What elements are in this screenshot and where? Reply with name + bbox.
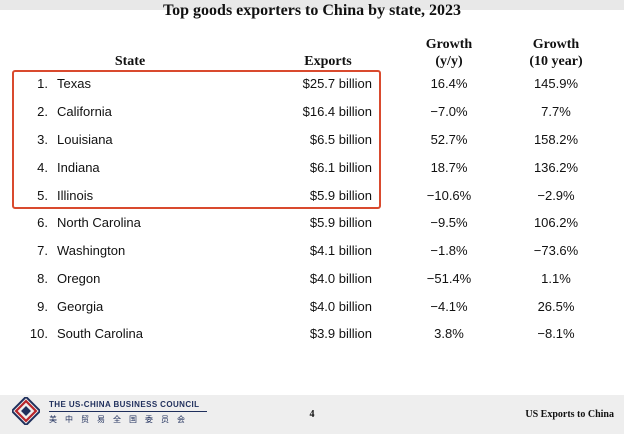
growth-yoy-value: 52.7%	[430, 132, 468, 147]
growth-yoy-value: 3.8%	[434, 326, 464, 341]
header-growth-10y: Growth (10 year)	[516, 36, 596, 70]
uscbc-logo-icon	[12, 397, 40, 425]
growth-yoy-value: 18.7%	[430, 160, 468, 175]
growth-yoy-value: −4.1%	[430, 299, 468, 314]
growth-10y-value: −2.9%	[537, 188, 575, 203]
growth-yoy-value: −7.0%	[430, 104, 468, 119]
table-row: 3. Louisiana $6.5 billion 52.7% 158.2%	[0, 126, 624, 154]
exports-value: $4.1 billion	[309, 243, 372, 258]
table-row: 7. Washington $4.1 billion −1.8% −73.6%	[0, 237, 624, 265]
header-growth-yoy-line2: (y/y)	[435, 54, 463, 69]
state-name: Oregon	[57, 271, 101, 286]
council-name: THE US-CHINA BUSINESS COUNCIL	[49, 400, 200, 409]
growth-10y-value: −8.1%	[537, 326, 575, 341]
table-row: 1. Texas $25.7 billion 16.4% 145.9%	[0, 70, 624, 98]
state-name: Illinois	[57, 188, 94, 203]
growth-10y-value: 1.1%	[541, 271, 571, 286]
table-row: 4. Indiana $6.1 billion 18.7% 136.2%	[0, 154, 624, 182]
growth-yoy-value: −10.6%	[426, 188, 472, 203]
rank: 9.	[37, 299, 48, 314]
council-divider	[49, 411, 207, 412]
growth-yoy-value: 16.4%	[430, 76, 468, 91]
rank: 6.	[37, 215, 48, 230]
rank: 8.	[37, 271, 48, 286]
exports-value: $25.7 billion	[302, 76, 372, 91]
header-growth-yoy-line1: Growth	[425, 37, 473, 52]
exports-value: $6.1 billion	[309, 160, 372, 175]
table-row: 10. South Carolina $3.9 billion 3.8% −8.…	[0, 320, 624, 348]
rank: 10.	[29, 326, 48, 341]
state-name: Georgia	[57, 299, 104, 314]
slide-title: Top goods exporters to China by state, 2…	[162, 2, 462, 19]
top-five-highlight-box	[12, 70, 381, 209]
growth-10y-value: −73.6%	[533, 243, 579, 258]
growth-yoy-value: −9.5%	[430, 215, 468, 230]
council-name-chinese: 美中贸易全国委员会	[49, 415, 193, 424]
growth-10y-value: 26.5%	[537, 299, 575, 314]
state-name: Louisiana	[57, 132, 113, 147]
growth-10y-value: 7.7%	[541, 104, 571, 119]
rank: 2.	[37, 104, 48, 119]
exports-value: $16.4 billion	[302, 104, 372, 119]
state-name: Indiana	[57, 160, 100, 175]
table-row: 5. Illinois $5.9 billion −10.6% −2.9%	[0, 182, 624, 210]
exports-value: $4.0 billion	[309, 299, 372, 314]
state-name: South Carolina	[57, 326, 143, 341]
header-growth-10y-line2: (10 year)	[529, 54, 583, 69]
exports-value: $5.9 billion	[309, 215, 372, 230]
exports-value: $5.9 billion	[309, 188, 372, 203]
rank: 7.	[37, 243, 48, 258]
table-row: 2. California $16.4 billion −7.0% 7.7%	[0, 98, 624, 126]
rank: 1.	[37, 76, 48, 91]
state-name: North Carolina	[57, 215, 141, 230]
table-row: 9. Georgia $4.0 billion −4.1% 26.5%	[0, 293, 624, 321]
header-growth-10y-line1: Growth	[532, 37, 580, 52]
header-exports: Exports	[304, 54, 352, 69]
rank: 3.	[37, 132, 48, 147]
state-name: California	[57, 104, 112, 119]
top-strip	[0, 0, 624, 10]
growth-yoy-value: −51.4%	[426, 271, 472, 286]
footer: THE US-CHINA BUSINESS COUNCIL 美中贸易全国委员会 …	[0, 395, 624, 434]
growth-10y-value: 145.9%	[533, 76, 579, 91]
rank: 4.	[37, 160, 48, 175]
header-state: State	[114, 54, 146, 69]
exports-value: $4.0 billion	[309, 271, 372, 286]
section-title: US Exports to China	[525, 409, 614, 420]
state-name: Washington	[57, 243, 126, 258]
table-row: 8. Oregon $4.0 billion −51.4% 1.1%	[0, 265, 624, 293]
growth-10y-value: 136.2%	[533, 160, 579, 175]
header-growth-yoy: Growth (y/y)	[410, 36, 488, 70]
growth-yoy-value: −1.8%	[430, 243, 468, 258]
growth-10y-value: 106.2%	[533, 215, 579, 230]
page-number: 4	[309, 409, 315, 420]
growth-10y-value: 158.2%	[533, 132, 579, 147]
table-row: 6. North Carolina $5.9 billion −9.5% 106…	[0, 209, 624, 237]
state-name: Texas	[57, 76, 91, 91]
rank: 5.	[37, 188, 48, 203]
exports-value: $3.9 billion	[309, 326, 372, 341]
exports-value: $6.5 billion	[309, 132, 372, 147]
